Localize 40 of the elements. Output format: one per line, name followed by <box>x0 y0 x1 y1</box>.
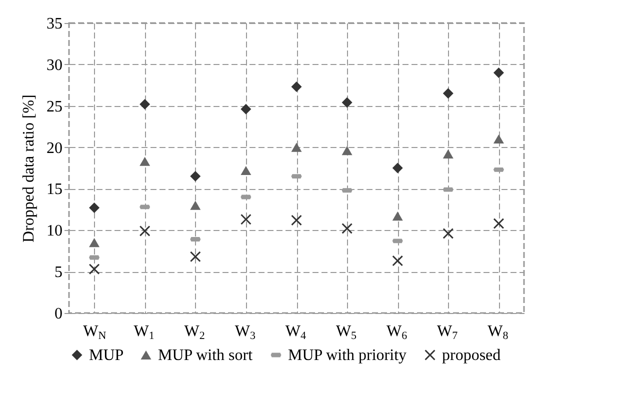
point <box>442 228 454 239</box>
legend-label: proposed <box>442 347 501 364</box>
point <box>140 156 150 166</box>
legend-label: MUP with sort <box>158 347 254 364</box>
point <box>291 142 302 152</box>
point <box>442 149 454 158</box>
point <box>392 256 403 266</box>
point <box>190 200 201 210</box>
point <box>140 98 150 110</box>
y-tick-label: 5 <box>54 264 62 282</box>
point <box>190 251 201 262</box>
point <box>493 218 504 229</box>
point <box>392 162 403 174</box>
point <box>240 214 252 225</box>
y-tick-label: 20 <box>46 140 62 157</box>
legend-label: MUP with priority <box>288 347 407 364</box>
y-tick-label: 10 <box>46 222 62 240</box>
point <box>240 166 252 176</box>
point <box>342 97 352 108</box>
y-axis-title: Dropped data ratio [%] <box>20 94 38 242</box>
y-tick-label: 25 <box>46 98 62 116</box>
y-tick-label: 15 <box>46 181 62 198</box>
point <box>89 264 100 274</box>
point <box>291 214 302 226</box>
point <box>240 104 252 114</box>
point <box>291 82 302 92</box>
point <box>392 212 403 221</box>
point <box>190 171 201 182</box>
point <box>342 223 352 234</box>
point <box>89 238 100 248</box>
point <box>493 134 504 144</box>
y-tick-label: 35 <box>46 16 62 32</box>
y-tick-label: 0 <box>54 306 62 322</box>
legend-label: MUP <box>89 347 124 364</box>
y-tick-label: 30 <box>46 56 62 74</box>
point <box>493 67 504 78</box>
point <box>89 202 100 214</box>
point <box>342 146 352 156</box>
point <box>140 226 150 236</box>
point <box>442 88 454 99</box>
